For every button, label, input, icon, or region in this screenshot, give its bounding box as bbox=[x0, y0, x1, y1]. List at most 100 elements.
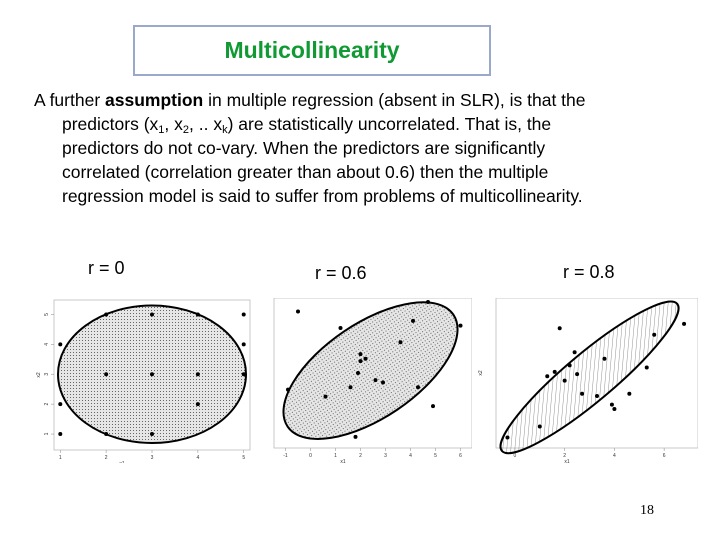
data-point bbox=[575, 372, 580, 377]
data-point bbox=[644, 365, 649, 370]
correlation-ellipse bbox=[499, 300, 680, 455]
x-tick-label: 2 bbox=[105, 455, 108, 461]
data-point bbox=[348, 385, 353, 390]
data-point bbox=[602, 356, 607, 361]
x-axis-label: x1 bbox=[340, 459, 346, 463]
data-point bbox=[241, 312, 246, 317]
scatter-plot-r08: 0 2 4 6 x1 x2 bbox=[478, 298, 698, 463]
title-box: Multicollinearity bbox=[133, 25, 491, 76]
data-point bbox=[363, 356, 368, 361]
x-tick-label: 1 bbox=[59, 455, 62, 461]
bold-word-assumption: assumption bbox=[105, 90, 204, 110]
y-tick-label: 5 bbox=[44, 313, 50, 316]
x-tick-label: 1 bbox=[334, 453, 337, 459]
x-tick-label: 5 bbox=[242, 455, 245, 461]
text-run: , .. x bbox=[189, 114, 223, 134]
data-point bbox=[150, 432, 154, 437]
data-point bbox=[505, 435, 510, 440]
x-tick-label: 3 bbox=[384, 453, 387, 459]
data-point bbox=[323, 394, 328, 399]
r-label-06: r = 0.6 bbox=[315, 263, 367, 283]
x-tick-label: 4 bbox=[196, 455, 199, 461]
data-point bbox=[104, 372, 109, 377]
data-point bbox=[104, 312, 109, 317]
data-point bbox=[552, 369, 557, 374]
y-tick-label: 1 bbox=[44, 432, 50, 435]
paragraph-line-3: predictors do not co-vary. When the pred… bbox=[62, 138, 546, 158]
data-point bbox=[286, 387, 290, 392]
subscript: 2 bbox=[182, 124, 190, 136]
data-point bbox=[195, 402, 200, 407]
data-point bbox=[358, 352, 363, 357]
x-tick-label: 2 bbox=[563, 453, 566, 459]
x-tick-label: -1 bbox=[283, 453, 288, 459]
data-point bbox=[241, 342, 246, 347]
data-point bbox=[609, 402, 614, 407]
text-run: in multiple regression (absent in SLR), … bbox=[203, 90, 586, 110]
data-point bbox=[545, 374, 550, 379]
body-paragraph: A further assumption in multiple regress… bbox=[34, 88, 674, 208]
data-point bbox=[58, 432, 63, 437]
y-axis-label: x2 bbox=[478, 370, 484, 376]
page-number: 18 bbox=[640, 503, 654, 518]
plot-frame bbox=[273, 298, 472, 449]
data-point bbox=[104, 432, 109, 437]
subscript: k bbox=[222, 124, 228, 136]
data-point bbox=[562, 378, 567, 383]
y-tick-label: 3 bbox=[44, 373, 50, 376]
data-point bbox=[195, 312, 200, 317]
data-point bbox=[358, 359, 363, 364]
text-run: , x bbox=[164, 114, 183, 134]
data-point bbox=[682, 321, 687, 326]
x-tick-label: 0 bbox=[309, 453, 312, 459]
r-label-0: r = 0 bbox=[88, 258, 125, 278]
data-point bbox=[381, 380, 385, 385]
data-point bbox=[426, 300, 430, 304]
data-point bbox=[572, 350, 577, 355]
scatter-plot-r0: 1 2 3 4 5 x1 1 2 3 4 5 x2 bbox=[36, 299, 251, 463]
data-point bbox=[458, 323, 463, 328]
correlation-ellipse bbox=[282, 301, 459, 440]
x-tick-label: 0 bbox=[514, 453, 517, 459]
subscript: 1 bbox=[158, 124, 165, 136]
text-run: predictors (x bbox=[62, 114, 159, 134]
y-tick-label: 4 bbox=[44, 343, 50, 346]
x-tick-label: 6 bbox=[459, 453, 462, 459]
x-tick-label: 3 bbox=[151, 455, 154, 461]
paragraph-line-2: predictors (x1, x2, .. xk) are statistic… bbox=[34, 112, 674, 136]
data-point bbox=[557, 326, 562, 331]
data-point bbox=[627, 391, 632, 396]
text-run: A further bbox=[34, 90, 106, 110]
data-point bbox=[296, 309, 300, 314]
data-point bbox=[338, 326, 343, 331]
data-point bbox=[356, 371, 360, 375]
scatter-plot-r06: -1 0 1 2 3 4 5 6 x1 bbox=[273, 298, 472, 463]
data-point bbox=[398, 340, 403, 345]
data-point bbox=[411, 318, 415, 323]
data-point bbox=[195, 372, 200, 377]
paragraph-line-4: correlated (correlation greater than abo… bbox=[62, 162, 549, 182]
r-label-08: r = 0.8 bbox=[563, 262, 615, 282]
paragraph-line-1: A further assumption in multiple regress… bbox=[34, 88, 674, 112]
x-axis-label: x1 bbox=[564, 459, 570, 463]
data-point bbox=[373, 378, 378, 383]
data-point bbox=[241, 372, 246, 377]
x-tick-label: 6 bbox=[663, 453, 666, 459]
plot-frame bbox=[495, 298, 698, 449]
x-axis-label: x1 bbox=[119, 461, 125, 463]
paragraph-line-5: regression model is said to suffer from … bbox=[62, 186, 583, 206]
x-tick-label: 5 bbox=[434, 453, 437, 459]
data-point bbox=[595, 393, 599, 398]
data-point bbox=[431, 404, 435, 409]
data-point bbox=[150, 372, 154, 377]
data-point bbox=[150, 312, 154, 317]
text-run: ) are statistically uncorrelated. That i… bbox=[227, 114, 552, 134]
data-point bbox=[537, 424, 542, 429]
data-point bbox=[580, 391, 585, 396]
data-point bbox=[416, 385, 420, 390]
data-point bbox=[58, 342, 63, 347]
data-point bbox=[58, 402, 63, 407]
slide-title: Multicollinearity bbox=[224, 37, 400, 63]
data-point bbox=[652, 332, 657, 337]
data-point bbox=[612, 407, 617, 412]
